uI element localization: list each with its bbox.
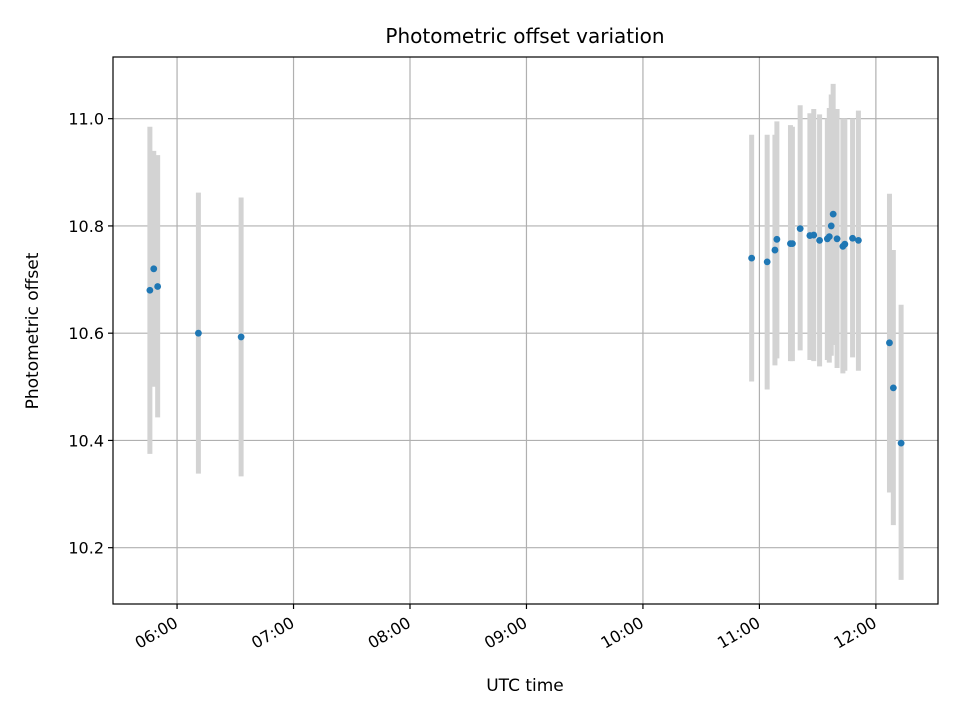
data-point [849,234,856,242]
y-axis-label: Photometric offset [23,252,43,409]
data-point [829,210,837,218]
data-point [897,439,905,447]
data-point [771,246,779,254]
data-points [146,210,905,447]
data-point [763,258,771,266]
y-tick-label: 10.6 [68,324,104,343]
data-point [796,225,804,233]
data-point [789,240,796,248]
data-point [827,222,835,230]
data-point [855,237,862,244]
data-point [773,235,781,243]
y-tick-label: 11.0 [68,110,104,129]
y-tick-label: 10.8 [68,217,104,236]
data-point [810,231,818,239]
data-point [833,235,841,243]
data-point [816,237,823,244]
y-axis: 10.2 10.4 10.6 10.8 11.0 [68,110,113,558]
data-point [237,333,245,341]
y-tick-label: 10.2 [68,539,104,558]
data-point [886,339,893,347]
chart-title: Photometric offset variation [385,24,664,48]
data-point [889,384,897,392]
data-point [150,265,158,273]
data-point [841,240,849,248]
data-point [748,254,756,262]
y-tick-label: 10.4 [68,431,104,450]
data-point [146,286,154,294]
data-point [154,283,162,290]
plot-area-frame [112,56,939,605]
x-axis-label: UTC time [486,676,564,696]
data-point [195,329,202,337]
data-point [825,233,833,241]
